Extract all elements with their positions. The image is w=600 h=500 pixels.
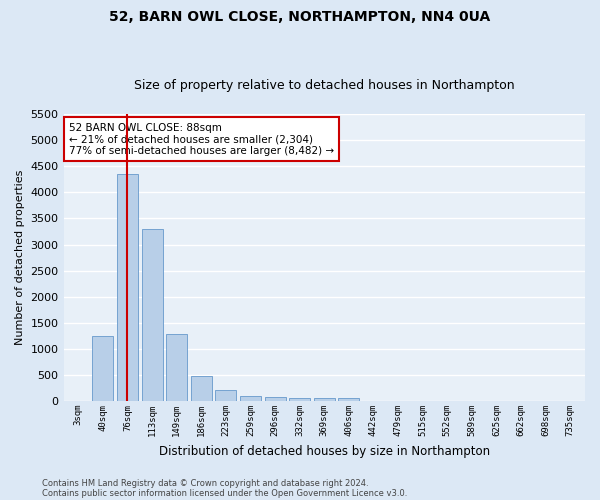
- Bar: [338, 398, 359, 401]
- Bar: [191, 376, 212, 401]
- Title: Size of property relative to detached houses in Northampton: Size of property relative to detached ho…: [134, 79, 515, 92]
- Bar: [289, 398, 310, 401]
- Bar: [265, 397, 286, 401]
- Y-axis label: Number of detached properties: Number of detached properties: [15, 170, 25, 346]
- X-axis label: Distribution of detached houses by size in Northampton: Distribution of detached houses by size …: [159, 444, 490, 458]
- Text: 52, BARN OWL CLOSE, NORTHAMPTON, NN4 0UA: 52, BARN OWL CLOSE, NORTHAMPTON, NN4 0UA: [109, 10, 491, 24]
- Bar: [166, 334, 187, 401]
- Text: Contains HM Land Registry data © Crown copyright and database right 2024.: Contains HM Land Registry data © Crown c…: [42, 478, 368, 488]
- Bar: [142, 229, 163, 401]
- Text: Contains public sector information licensed under the Open Government Licence v3: Contains public sector information licen…: [42, 488, 407, 498]
- Bar: [240, 396, 261, 401]
- Bar: [215, 390, 236, 401]
- Bar: [117, 174, 138, 401]
- Bar: [92, 336, 113, 401]
- Text: 52 BARN OWL CLOSE: 88sqm
← 21% of detached houses are smaller (2,304)
77% of sem: 52 BARN OWL CLOSE: 88sqm ← 21% of detach…: [69, 122, 334, 156]
- Bar: [314, 398, 335, 401]
